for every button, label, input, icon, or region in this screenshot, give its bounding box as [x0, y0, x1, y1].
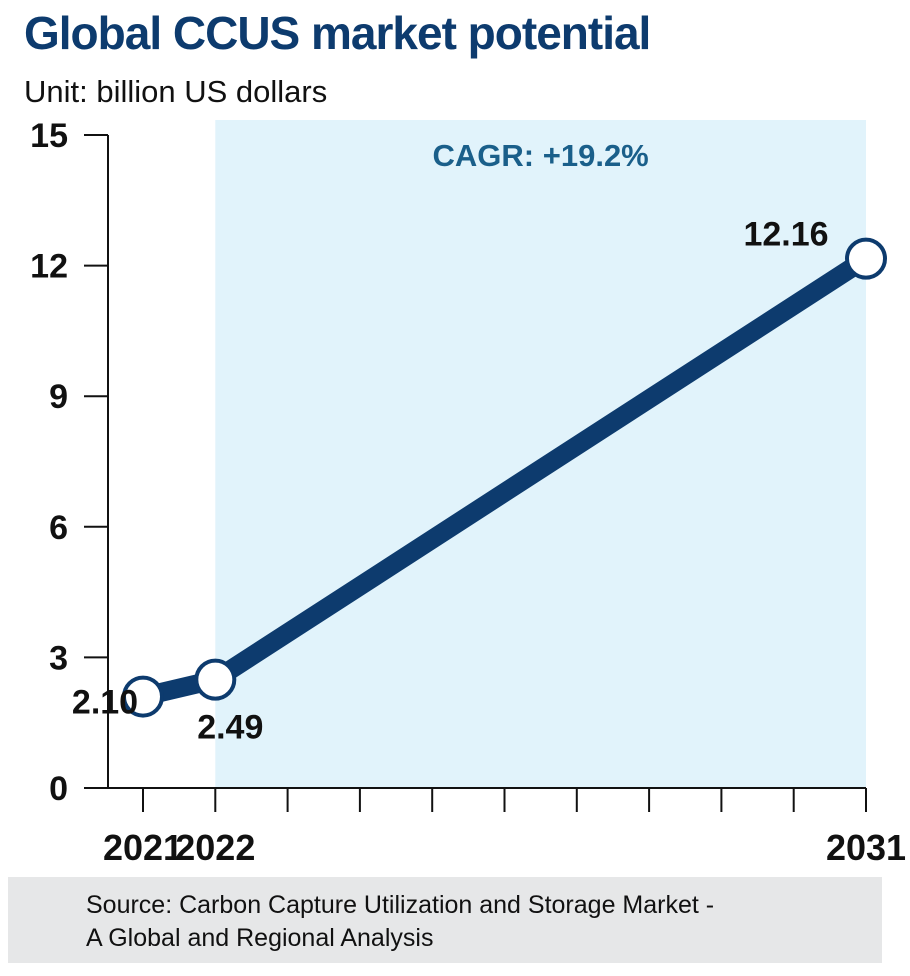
y-tick-label-15: 15	[30, 117, 68, 155]
series-market-size	[122, 237, 887, 718]
x-tick-label-2021: 2021	[103, 827, 183, 868]
y-tick-label-6: 6	[49, 509, 68, 547]
y-tick-label-0: 0	[49, 770, 68, 808]
source-line-2: A Global and Regional Analysis	[86, 924, 434, 952]
data-label-2022: 2.49	[197, 709, 263, 747]
data-labels: 2.10 2.49 12.16	[72, 216, 829, 747]
data-point-2022	[194, 658, 237, 701]
cagr-shaded-region	[215, 120, 867, 788]
chart-subtitle: Unit: billion US dollars	[24, 74, 328, 109]
x-tick-label-2022: 2022	[175, 827, 255, 868]
source-note: Source: Carbon Capture Utilization and S…	[8, 877, 882, 963]
x-tick-label-2031: 2031	[826, 827, 906, 868]
y-axis: 0 3 6 9 12 15	[30, 117, 109, 808]
y-tick-label-12: 12	[30, 248, 68, 286]
cagr-annotation: CAGR: +19.2%	[433, 138, 649, 173]
data-point-2031	[845, 237, 887, 280]
data-label-2031: 12.16	[743, 216, 828, 254]
y-tick-label-9: 9	[49, 378, 68, 416]
data-point-2021	[122, 675, 164, 718]
y-tick-label-3: 3	[49, 639, 68, 677]
chart-title: Global CCUS market potential	[24, 7, 651, 59]
data-label-2021: 2.10	[72, 684, 138, 722]
source-line-1: Source: Carbon Capture Utilization and S…	[86, 891, 715, 919]
